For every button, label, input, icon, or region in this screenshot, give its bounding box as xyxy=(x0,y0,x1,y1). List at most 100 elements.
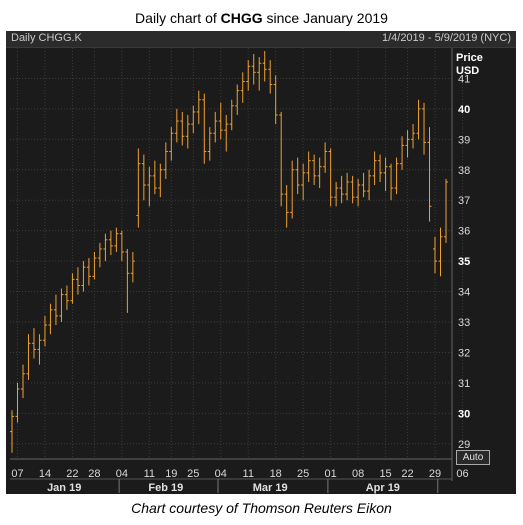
currency-axis-label: USD xyxy=(456,65,479,77)
ohlc-bar xyxy=(158,163,163,198)
ohlc-bar xyxy=(163,142,168,179)
ohlc-bar xyxy=(400,136,405,170)
ohlc-bar xyxy=(444,178,448,243)
ohlc-bar xyxy=(372,151,377,185)
date-range-label: 1/4/2019 - 5/9/2019 (NYC) xyxy=(381,32,511,44)
ohlc-bar xyxy=(427,127,432,222)
ohlc-bar xyxy=(339,175,344,204)
x-tick-label: 14 xyxy=(39,468,51,480)
ohlc-bar xyxy=(141,154,146,201)
x-axis: 07 14 22 28 04 11 19 25 04 11 18 25 01 08 15 22 29 06 Jan … xyxy=(10,458,469,494)
y-tick-label: 35 xyxy=(458,256,470,268)
ohlc-bar xyxy=(290,160,295,219)
x-tick-label: 28 xyxy=(88,468,100,480)
ohlc-bar xyxy=(251,54,256,85)
ohlc-bar xyxy=(37,334,42,365)
ohlc-bar xyxy=(262,51,267,82)
title-suffix: since January 2019 xyxy=(262,10,388,26)
ohlc-bar xyxy=(383,157,388,192)
ohlc-bar xyxy=(279,111,284,207)
y-tick-label: 34 xyxy=(458,287,470,299)
ohlc-bar xyxy=(108,230,113,256)
ohlc-bar xyxy=(334,181,339,207)
x-tick-label: 15 xyxy=(379,468,391,480)
ohlc-bar xyxy=(191,105,196,134)
ohlc-bar xyxy=(295,157,300,195)
ohlc-bar xyxy=(438,227,443,277)
ohlc-bar xyxy=(323,142,328,173)
ohlc-bar xyxy=(26,334,31,380)
month-label: Mar 19 xyxy=(253,482,288,494)
ohlc-bar xyxy=(48,303,53,335)
ohlc-bar xyxy=(185,114,190,149)
ohlc-bar xyxy=(42,315,47,347)
ohlc-bar xyxy=(130,251,135,283)
ohlc-bar xyxy=(257,57,262,91)
ohlc-bar xyxy=(394,157,399,195)
ohlc-bar xyxy=(75,267,80,295)
ohlc-bar xyxy=(235,84,240,115)
ohlc-bar xyxy=(301,163,306,201)
title-prefix: Daily chart of xyxy=(135,10,221,26)
auto-scale-button[interactable]: Auto xyxy=(456,450,490,465)
x-tick-label: 18 xyxy=(270,468,282,480)
x-tick-label: 22 xyxy=(66,468,78,480)
chart-panel: 29 30 31 32 33 34 35 36 37 38 39 40 41 Price USD 07 14 2… xyxy=(6,31,516,494)
x-tick-label: 11 xyxy=(144,468,155,480)
ohlc-bar xyxy=(328,148,333,207)
month-label: Apr 19 xyxy=(366,482,400,494)
y-tick-label: 33 xyxy=(458,317,470,329)
ohlc-bar xyxy=(273,75,278,125)
ohlc-bar xyxy=(317,157,322,189)
y-tick-label: 29 xyxy=(458,439,470,451)
x-tick-label: 01 xyxy=(325,468,337,480)
ohlc-bar xyxy=(114,227,119,252)
ohlc-bar xyxy=(180,111,185,146)
ohlc-bar xyxy=(97,242,102,268)
ohlc-bar xyxy=(64,285,69,310)
month-label: Jan 19 xyxy=(47,482,81,494)
ohlc-bar xyxy=(312,154,317,185)
x-tick-label: 04 xyxy=(215,468,227,480)
ohlc-bar xyxy=(59,288,64,322)
ohlc-bar xyxy=(268,60,273,94)
panel-header: Daily CHGG.K 1/4/2019 - 5/9/2019 (NYC) xyxy=(6,31,516,48)
ohlc-bar xyxy=(207,127,212,161)
ohlc-bar xyxy=(306,151,311,182)
x-tick-label: 29 xyxy=(429,468,441,480)
ohlc-bar xyxy=(103,233,108,262)
ohlc-bar xyxy=(202,93,207,164)
x-tick-label: 08 xyxy=(352,468,364,480)
y-tick-label: 41 xyxy=(458,73,470,85)
ohlc-bar xyxy=(31,328,36,359)
title-ticker: CHGG xyxy=(220,10,263,26)
ohlc-bar xyxy=(240,72,245,103)
x-tick-label: 19 xyxy=(165,468,177,480)
ohlc-bar xyxy=(81,261,86,292)
ohlc-bar xyxy=(378,154,383,182)
ohlc-bar xyxy=(20,364,25,399)
ohlc-bar xyxy=(86,258,91,286)
x-tick-label: 25 xyxy=(297,468,309,480)
ohlc-bar xyxy=(224,114,229,152)
y-tick-label: 40 xyxy=(458,104,470,116)
grid-lines xyxy=(10,48,463,459)
ohlc-bar xyxy=(361,172,366,198)
ohlc-bar xyxy=(10,410,14,453)
y-tick-label: 39 xyxy=(458,134,470,146)
y-tick-label: 36 xyxy=(458,226,470,238)
ohlc-bar xyxy=(196,90,201,125)
ohlc-bar xyxy=(152,160,157,195)
ohlc-bar xyxy=(15,382,20,423)
ohlc-bar xyxy=(70,273,75,304)
ohlc-bar xyxy=(422,102,427,155)
x-tick-label: 04 xyxy=(116,468,128,480)
ohlc-bar xyxy=(416,99,421,140)
ohlc-bar xyxy=(136,148,141,228)
ohlc-bar xyxy=(53,294,58,326)
x-tick-label: 06 xyxy=(456,468,468,480)
ohlc-bar xyxy=(405,130,410,158)
x-tick-label: 07 xyxy=(11,468,23,480)
ohlc-bar xyxy=(356,178,361,207)
